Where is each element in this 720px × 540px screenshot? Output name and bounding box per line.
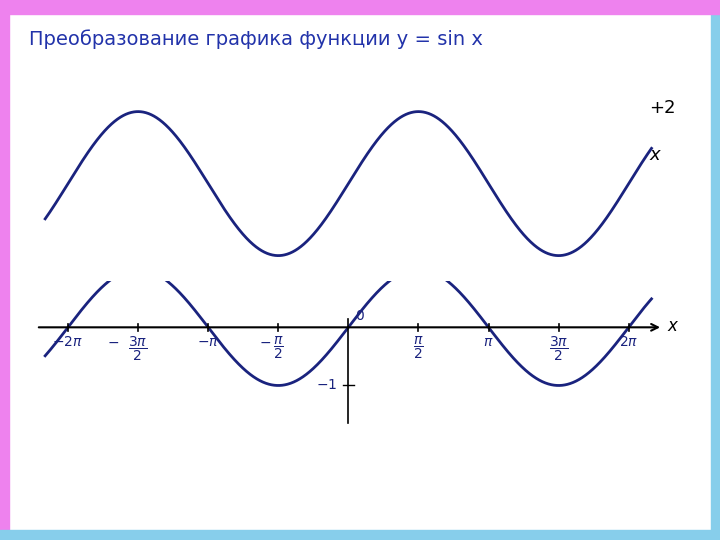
Text: $-2\pi$: $-2\pi$ [53, 335, 84, 349]
Text: $-1$: $-1$ [316, 379, 337, 393]
Text: $\dfrac{\pi}{2}$: $\dfrac{\pi}{2}$ [273, 335, 284, 361]
Text: $\dfrac{3\pi}{2}$: $\dfrac{3\pi}{2}$ [549, 335, 568, 363]
Text: $2\pi$: $2\pi$ [619, 335, 639, 349]
Text: Преобразование графика функции y = sin x: Преобразование графика функции y = sin x [29, 30, 482, 49]
Text: x: x [649, 146, 660, 164]
Text: x: x [667, 316, 678, 335]
Text: +2: +2 [649, 99, 676, 117]
Text: $0$: $0$ [355, 309, 365, 323]
Text: $\pi$: $\pi$ [483, 335, 494, 349]
Text: $\dfrac{3\pi}{2}$: $\dfrac{3\pi}{2}$ [128, 335, 148, 363]
Text: $-$: $-$ [258, 335, 271, 349]
Text: $-$: $-$ [107, 335, 120, 349]
Text: $-\pi$: $-\pi$ [197, 335, 219, 349]
Text: $\dfrac{\pi}{2}$: $\dfrac{\pi}{2}$ [413, 335, 424, 361]
